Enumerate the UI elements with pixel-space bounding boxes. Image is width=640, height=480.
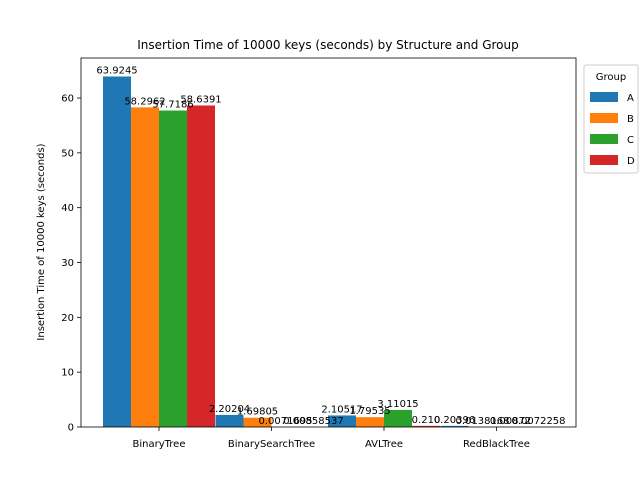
legend-swatch-A <box>590 92 618 102</box>
data-label: 0.20396 <box>434 415 475 426</box>
x-tick-label: RedBlackTree <box>463 439 530 450</box>
legend-swatch-C <box>590 134 618 144</box>
bar-C-AVLTree <box>384 409 412 427</box>
y-tick-label: 40 <box>61 203 74 214</box>
data-label: 0.0138168 <box>455 416 509 427</box>
data-label: 58.6391 <box>180 94 221 105</box>
bar-A-AVLTree <box>328 415 356 427</box>
data-label: 1.69805 <box>237 407 278 418</box>
y-axis-ticks: 0 10 20 30 40 50 60 <box>61 94 81 434</box>
legend-label-C: C <box>627 135 634 146</box>
legend-label-A: A <box>627 93 634 104</box>
y-tick-label: 20 <box>61 313 74 324</box>
data-label: 57.7186 <box>152 100 193 111</box>
bar-B-BinaryTree <box>131 107 159 428</box>
bar-B-BinarySearchTree <box>243 417 272 427</box>
data-label: 0.0071695 <box>258 416 312 427</box>
y-tick-label: 10 <box>61 368 74 379</box>
data-label: 63.9245 <box>96 66 137 77</box>
y-tick-label: 0 <box>68 423 74 434</box>
y-tick-label: 50 <box>61 148 74 159</box>
x-axis-ticks: BinaryTree BinarySearchTree AVLTree RedBlac… <box>133 427 530 450</box>
legend-swatch-D <box>590 155 618 165</box>
y-axis-label: Insertion Time of 10000 keys (seconds) <box>36 143 47 340</box>
bar-A-BinaryTree <box>103 76 131 427</box>
x-tick-label: BinarySearchTree <box>228 439 315 450</box>
data-label: 3.11015 <box>377 399 418 410</box>
data-label: 58.2962 <box>124 96 165 107</box>
bar-B-AVLTree <box>356 417 384 427</box>
data-label: 0.0072258 <box>511 416 565 427</box>
bar-A-RedBlackTree <box>440 425 469 427</box>
y-tick-label: 30 <box>61 258 74 269</box>
x-tick-label: AVLTree <box>365 439 403 450</box>
data-label: 2.10517 <box>321 404 362 415</box>
chart-title: Insertion Time of 10000 keys (seconds) b… <box>137 38 518 52</box>
data-label: 1.79535 <box>349 406 390 417</box>
bar-D-BinaryTree <box>187 105 215 428</box>
plot-area-frame <box>80 57 577 428</box>
legend-title: Group <box>596 72 626 83</box>
data-label: 0.00872 <box>490 416 531 427</box>
y-tick-label: 60 <box>61 94 74 105</box>
legend-label-D: D <box>627 156 635 167</box>
x-tick-label: BinaryTree <box>133 439 186 450</box>
bar-A-BinarySearchTree <box>215 414 244 427</box>
data-label: 0.210 <box>412 415 441 426</box>
bars <box>103 76 553 428</box>
data-label: 0.00858537 <box>283 416 343 427</box>
legend-label-B: B <box>627 114 634 125</box>
bar-C-BinaryTree <box>159 110 187 428</box>
legend-swatch-B <box>590 113 618 123</box>
bar-D-AVLTree <box>412 425 440 427</box>
data-label: 2.20204 <box>209 404 250 415</box>
